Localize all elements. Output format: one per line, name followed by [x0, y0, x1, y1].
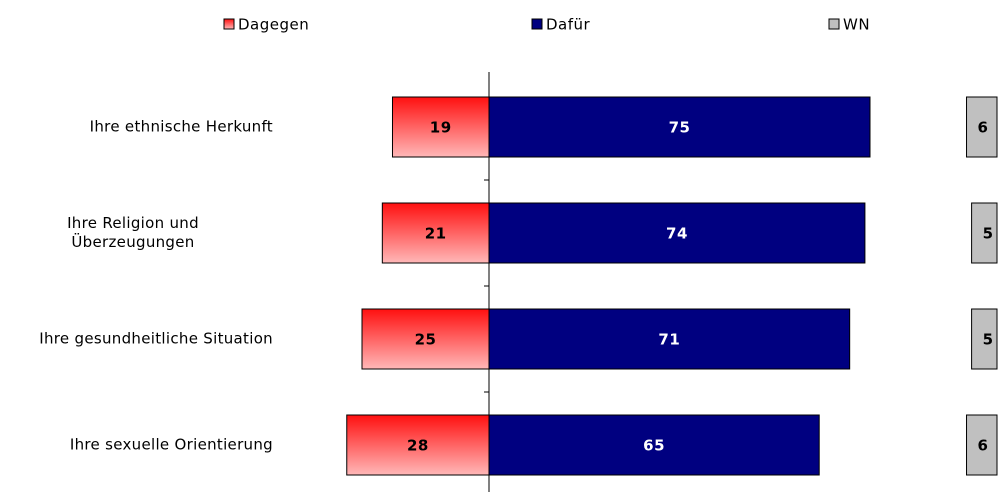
legend-label: Dagegen	[238, 16, 309, 34]
data-label: 6	[978, 119, 989, 137]
data-label: 6	[978, 437, 989, 455]
data-label: 5	[983, 331, 994, 349]
bar	[971, 308, 998, 370]
bar	[381, 202, 490, 264]
data-label: 21	[425, 225, 447, 243]
bar	[488, 202, 866, 264]
data-label: 5	[983, 225, 994, 243]
bar	[971, 202, 998, 264]
bar	[488, 96, 871, 158]
data-label: 25	[415, 331, 437, 349]
data-label: 28	[407, 437, 429, 455]
category-label: Ihre sexuelle Orientierung	[69, 435, 273, 454]
category-label: Ihre Religion und Überzeugungen	[67, 214, 199, 251]
data-label: 75	[669, 119, 691, 137]
bar	[488, 414, 820, 476]
legend-label: Dafür	[546, 16, 591, 34]
legend-swatch	[223, 18, 235, 30]
data-label: 71	[658, 331, 680, 349]
bar	[346, 414, 490, 476]
data-label: 74	[666, 225, 688, 243]
bar	[488, 308, 851, 370]
bar	[966, 414, 998, 476]
category-label: Ihre ethnische Herkunft	[89, 117, 273, 136]
bar	[966, 96, 998, 158]
category-label: Ihre gesundheitliche Situation	[39, 329, 273, 348]
legend-label: WN	[843, 16, 870, 34]
data-label: 19	[430, 119, 452, 137]
data-label: 65	[643, 437, 665, 455]
legend-swatch	[828, 18, 840, 30]
legend-swatch	[531, 18, 543, 30]
bar	[361, 308, 490, 370]
